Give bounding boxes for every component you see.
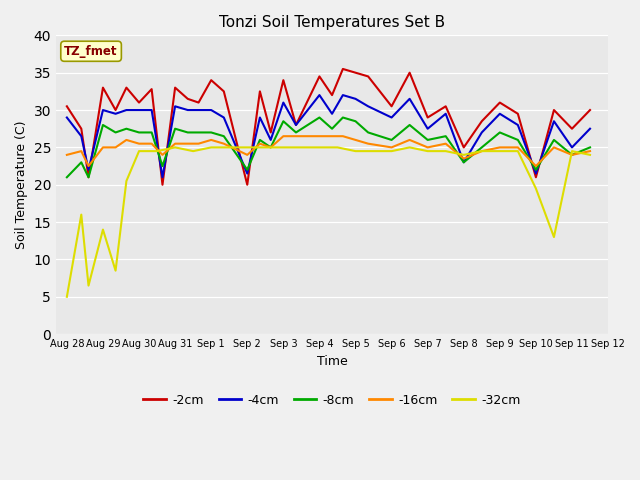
Title: Tonzi Soil Temperatures Set B: Tonzi Soil Temperatures Set B — [219, 15, 445, 30]
Y-axis label: Soil Temperature (C): Soil Temperature (C) — [15, 120, 28, 249]
Text: TZ_fmet: TZ_fmet — [65, 45, 118, 58]
X-axis label: Time: Time — [317, 355, 348, 368]
Legend: -2cm, -4cm, -8cm, -16cm, -32cm: -2cm, -4cm, -8cm, -16cm, -32cm — [138, 389, 525, 411]
